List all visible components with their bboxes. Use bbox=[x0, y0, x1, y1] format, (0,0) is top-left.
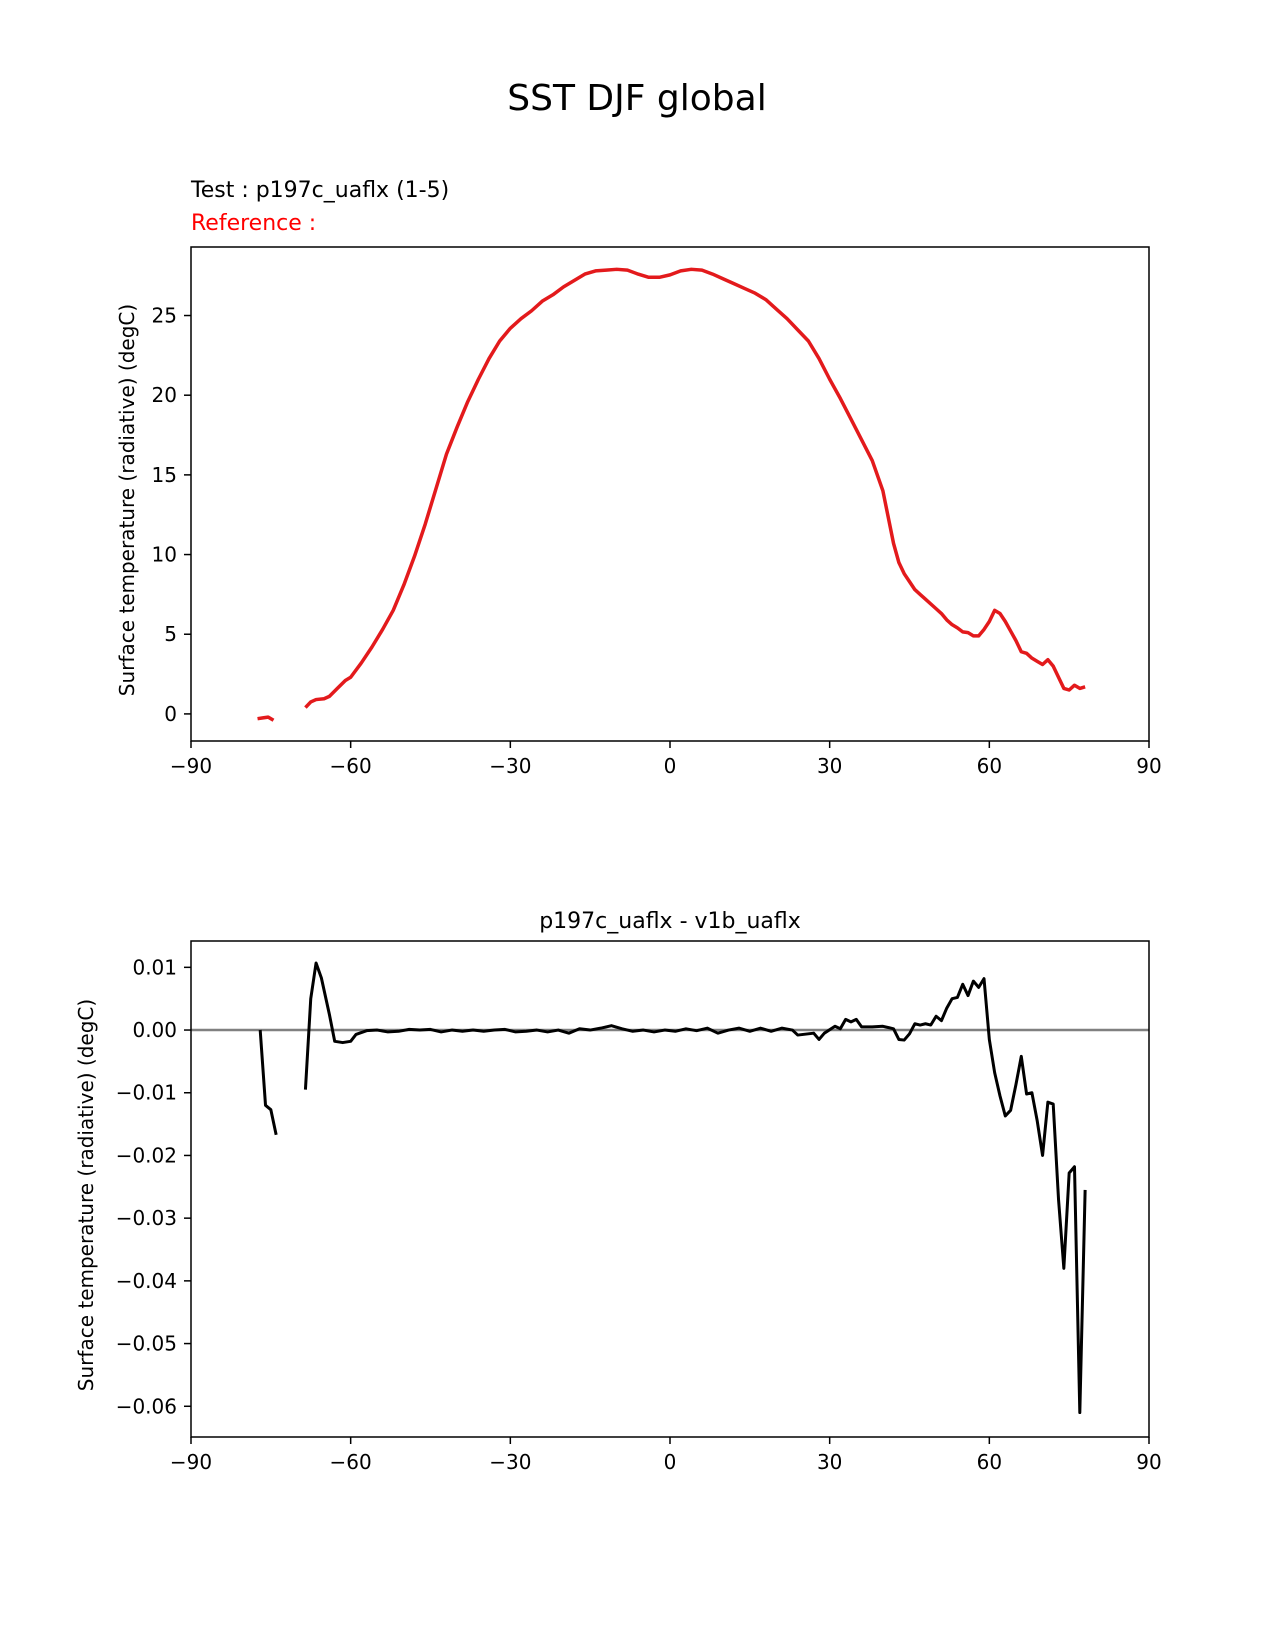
y-tick-label: −0.02 bbox=[116, 1143, 177, 1167]
x-tick-label: 60 bbox=[977, 754, 1002, 778]
reference-label: Reference : bbox=[191, 211, 316, 236]
difference-title: p197c_uaflx - v1b_uaflx bbox=[539, 909, 801, 934]
y-tick-label: 20 bbox=[152, 383, 177, 407]
series-line-segment bbox=[257, 715, 275, 722]
x-tick-label: −30 bbox=[489, 1450, 531, 1474]
x-tick-label: 0 bbox=[664, 1450, 677, 1474]
y-tick-label: 15 bbox=[152, 463, 177, 487]
difference-plot-area: −90 −60 −30 0 30 60 90 0.01 0.00 −0.01 −0.02 −0.03 −… bbox=[116, 940, 1162, 1474]
y-tick-label: −0.03 bbox=[116, 1206, 177, 1230]
x-tick-label: 90 bbox=[1136, 1450, 1161, 1474]
x-tick-label: 60 bbox=[977, 1450, 1002, 1474]
y-tick-label: −0.01 bbox=[116, 1081, 177, 1105]
y-tick-label: 0.00 bbox=[132, 1018, 177, 1042]
test-label: Test : p197c_uaflx (1-5) bbox=[190, 178, 449, 203]
x-tick-label: −30 bbox=[489, 754, 531, 778]
plot-frame bbox=[190, 246, 1150, 742]
y-tick-label: 0 bbox=[164, 702, 177, 726]
y-tick-label: −0.05 bbox=[116, 1332, 177, 1356]
plot-frame bbox=[190, 940, 1150, 1438]
x-tick-label: 30 bbox=[817, 1450, 842, 1474]
y-tick-label: 10 bbox=[152, 543, 177, 567]
x-tick-label: 30 bbox=[817, 754, 842, 778]
series-line-segment bbox=[303, 961, 1087, 1415]
y-tick-label: 0.01 bbox=[132, 955, 177, 979]
series-line-segment bbox=[258, 1029, 278, 1136]
x-tick-label: 90 bbox=[1136, 754, 1161, 778]
difference-panel: p197c_uaflx - v1b_uaflx −90 −60 −30 0 30 60 90… bbox=[74, 909, 1162, 1474]
series-line-segment bbox=[304, 267, 1086, 709]
x-tick-label: −60 bbox=[330, 1450, 372, 1474]
y-tick-label: 25 bbox=[152, 304, 177, 328]
x-tick-label: −90 bbox=[170, 1450, 212, 1474]
test-plot-area: −90 −60 −30 0 30 60 90 0 5 10 15 20 25 bbox=[152, 246, 1162, 778]
test-y-axis-label: Surface temperature (radiative) (degC) bbox=[115, 304, 139, 696]
figure-title: SST DJF global bbox=[507, 78, 766, 119]
test-panel: Test : p197c_uaflx (1-5) Reference : −90… bbox=[115, 178, 1162, 778]
x-tick-label: 0 bbox=[664, 754, 677, 778]
x-tick-label: −60 bbox=[330, 754, 372, 778]
difference-y-axis-label: Surface temperature (radiative) (degC) bbox=[74, 999, 98, 1391]
y-tick-label: −0.04 bbox=[116, 1269, 177, 1293]
y-tick-label: 5 bbox=[164, 622, 177, 646]
x-tick-label: −90 bbox=[170, 754, 212, 778]
y-tick-label: −0.06 bbox=[116, 1394, 177, 1418]
